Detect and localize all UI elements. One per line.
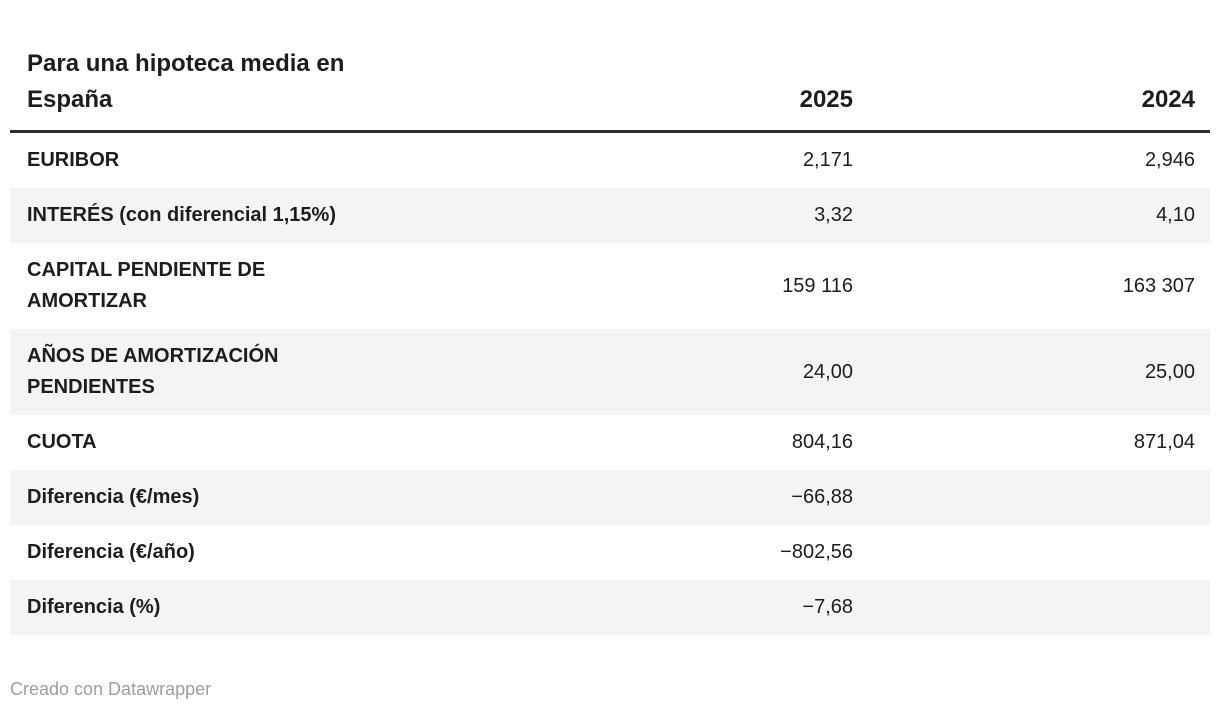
row-label: Diferencia (€/mes) — [27, 486, 200, 508]
table-header: Para una hipoteca media en España 2025 2… — [10, 0, 1210, 133]
value-2025: 159 116 — [782, 274, 853, 297]
value-2024: 4,10 — [1156, 204, 1195, 226]
row-label: EURIBOR — [27, 149, 120, 171]
table-row: AÑOS DE AMORTIZACIÓN PENDIENTES 24,00 25,0… — [10, 329, 1210, 415]
value-2024: 871,04 — [1133, 431, 1195, 453]
table-body: EURIBOR 2,171 2,946 INTERÉS (con diferencia… — [10, 133, 1210, 635]
value-2025: −7,68 — [802, 596, 853, 618]
table-row: CUOTA 804,16 871,04 — [10, 415, 1210, 470]
chart-title: Para una hipoteca media en España — [27, 50, 345, 113]
table-row: Diferencia (€/mes) −66,88 — [10, 470, 1210, 525]
value-2024: 2,946 — [1144, 149, 1195, 171]
row-label: Diferencia (€/año) — [27, 541, 195, 563]
row-label: AÑOS DE AMORTIZACIÓN PENDIENTES — [27, 345, 279, 398]
column-header-2025: 2025 — [799, 86, 853, 113]
value-2024 — [868, 486, 1210, 510]
value-2025: 804,16 — [791, 431, 853, 453]
table-row: Diferencia (€/año) −802,56 — [10, 525, 1210, 580]
value-2025: 24,00 — [802, 360, 853, 383]
row-label: CUOTA — [27, 431, 97, 453]
column-header-2024: 2024 — [1141, 86, 1195, 113]
value-2025: 3,32 — [814, 204, 853, 226]
table-row: Diferencia (%) −7,68 — [10, 580, 1210, 635]
row-label: Diferencia (%) — [27, 596, 161, 618]
value-2024 — [868, 541, 1210, 565]
table-row: CAPITAL PENDIENTE DE AMORTIZAR 159 116 163… — [10, 243, 1210, 329]
table-row: EURIBOR 2,171 2,946 — [10, 133, 1210, 188]
table-row: INTERÉS (con diferencial 1,15%) 3,32 4,10 — [10, 188, 1210, 243]
row-label: INTERÉS (con diferencial 1,15%) — [27, 204, 336, 226]
value-2025: 2,171 — [802, 149, 853, 171]
row-label: CAPITAL PENDIENTE DE AMORTIZAR — [27, 259, 266, 312]
value-2024: 25,00 — [1144, 360, 1195, 383]
value-2024 — [868, 596, 1210, 620]
datawrapper-credit-link[interactable]: Creado con Datawrapper — [10, 679, 212, 699]
value-2025: −802,56 — [780, 541, 853, 563]
value-2024: 163 307 — [1122, 274, 1195, 297]
value-2025: −66,88 — [791, 486, 853, 508]
